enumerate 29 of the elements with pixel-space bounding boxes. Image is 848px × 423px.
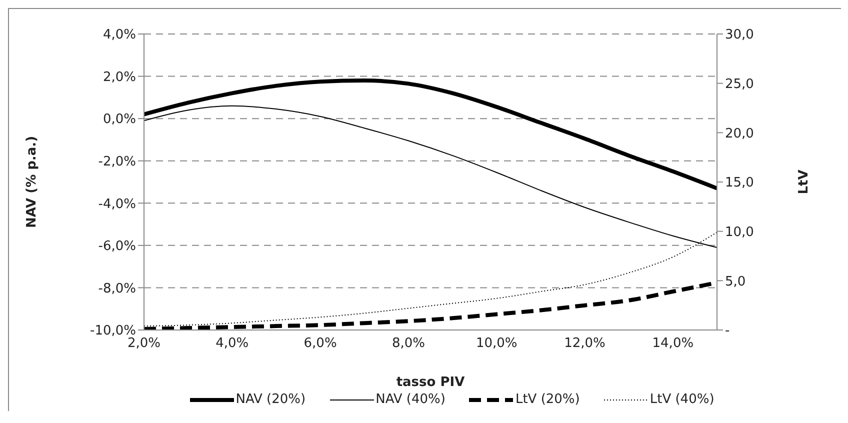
x-axis-title: tasso PIV bbox=[396, 375, 465, 390]
x-tick-label: 2,0% bbox=[127, 336, 161, 352]
legend-label: LtV (20%) bbox=[515, 392, 580, 407]
y2-axis-title: LtV bbox=[796, 170, 812, 194]
y2-tick-label: 25,0 bbox=[725, 76, 754, 92]
y2-tick-label: - bbox=[725, 324, 730, 339]
x-tick-label: 4,0% bbox=[216, 336, 249, 352]
y-tick-label: 0,0% bbox=[102, 112, 136, 128]
y-tick-label: -4,0% bbox=[98, 196, 136, 212]
y2-tick-label: 5,0 bbox=[725, 274, 746, 290]
x-tick-label: 8,0% bbox=[392, 336, 425, 352]
y2-tick-label: 15,0 bbox=[725, 176, 754, 191]
y-tick-label: -8,0% bbox=[98, 281, 136, 296]
legend-label: NAV (40%) bbox=[376, 392, 446, 407]
y2-tick-label: 30,0 bbox=[725, 28, 754, 43]
y-tick-label: 2,0% bbox=[102, 70, 136, 85]
y2-tick-label: 20,0 bbox=[725, 126, 754, 142]
y-tick-label: 4,0% bbox=[102, 28, 136, 43]
y-axis-title: NAV (% p.a.) bbox=[24, 136, 40, 228]
legend-label: NAV (20%) bbox=[236, 392, 306, 407]
x-tick-label: 10,0% bbox=[476, 336, 518, 352]
x-tick-label: 6,0% bbox=[304, 336, 337, 352]
legend-label: LtV (40%) bbox=[650, 392, 714, 407]
x-tick-label: 12,0% bbox=[564, 336, 606, 352]
x-tick-label: 14,0% bbox=[652, 336, 694, 352]
y-tick-label: -6,0% bbox=[98, 239, 136, 254]
line-series bbox=[144, 78, 717, 190]
y2-tick-label: 10,0 bbox=[725, 224, 754, 240]
y-tick-label: -2,0% bbox=[98, 154, 136, 170]
